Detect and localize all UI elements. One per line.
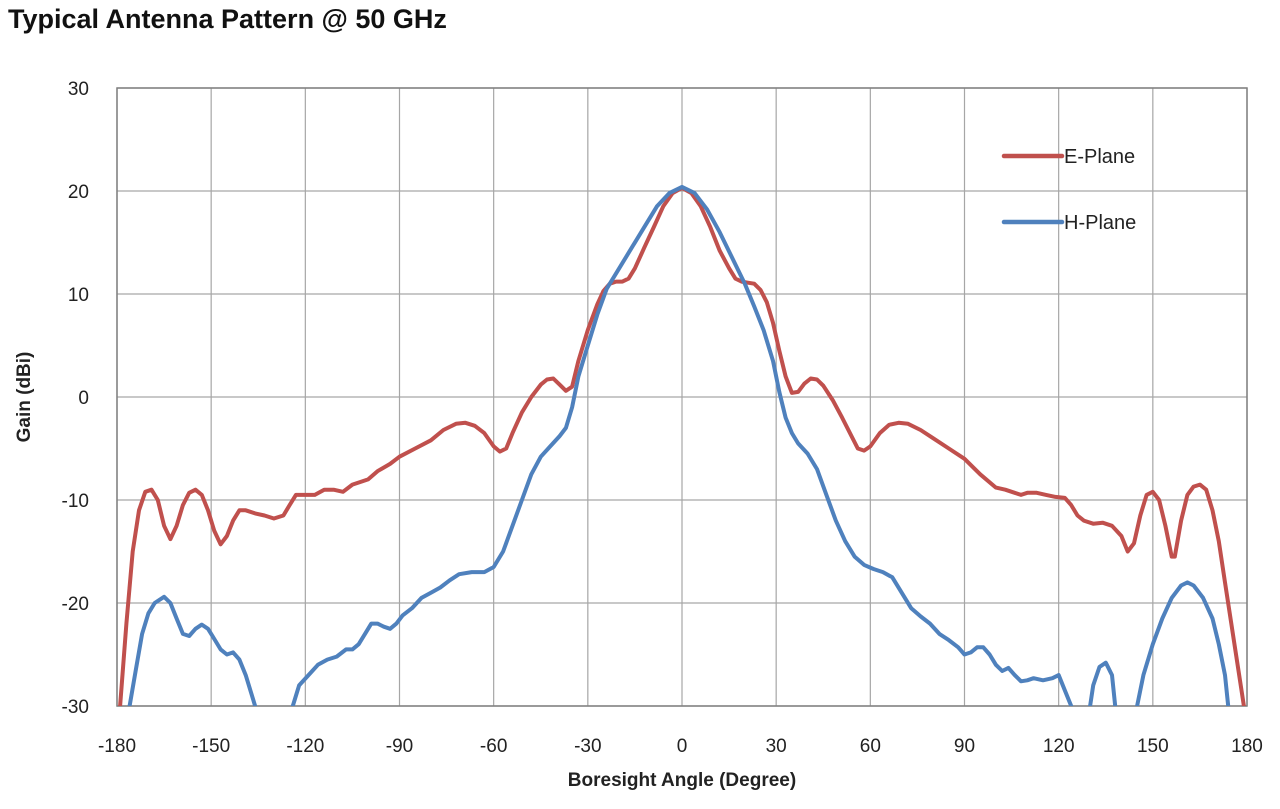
plot-border <box>116 87 1248 707</box>
legend: E-Plane H-Plane <box>1001 146 1136 234</box>
x-tick-label-6: 0 <box>677 736 688 757</box>
legend-label-h-plane: H-Plane <box>1064 212 1136 234</box>
x-tick-label-0: -180 <box>98 736 136 757</box>
series-line-h-plane <box>127 184 1231 706</box>
x-tick-label-12: 180 <box>1231 736 1263 757</box>
y-tick-label-6: 30 <box>68 79 89 100</box>
x-tick-label-1: -150 <box>192 736 230 757</box>
y-axis-title: Gain (dBi) <box>14 352 35 443</box>
series-lines <box>118 184 1246 706</box>
x-tick-label-4: -60 <box>480 736 507 757</box>
x-tick-label-8: 60 <box>860 736 881 757</box>
gridlines <box>116 87 1248 707</box>
x-tick-label-5: -30 <box>574 736 601 757</box>
y-tick-label-2: -10 <box>62 491 89 512</box>
y-tick-label-4: 10 <box>68 285 89 306</box>
x-axis-title: Boresight Angle (Degree) <box>568 770 796 791</box>
x-tick-label-10: 120 <box>1043 736 1075 757</box>
y-tick-label-1: -20 <box>62 594 89 615</box>
y-tick-label-3: 0 <box>78 388 89 409</box>
x-axis-ticks: -180 -150 -120 -90 -60 -30 0 30 60 90 120 150 180 <box>98 736 1263 757</box>
x-tick-label-7: 30 <box>766 736 787 757</box>
x-tick-label-11: 150 <box>1137 736 1169 757</box>
x-tick-label-3: -90 <box>386 736 413 757</box>
x-tick-label-2: -120 <box>286 736 324 757</box>
legend-label-e-plane: E-Plane <box>1064 146 1135 168</box>
y-axis-ticks: -30 -20 -10 0 10 20 30 <box>62 79 89 718</box>
chart-title: Typical Antenna Pattern @ 50 GHz <box>8 4 447 34</box>
y-tick-label-0: -30 <box>62 697 89 718</box>
y-tick-label-5: 20 <box>68 182 89 203</box>
x-tick-label-9: 90 <box>954 736 975 757</box>
